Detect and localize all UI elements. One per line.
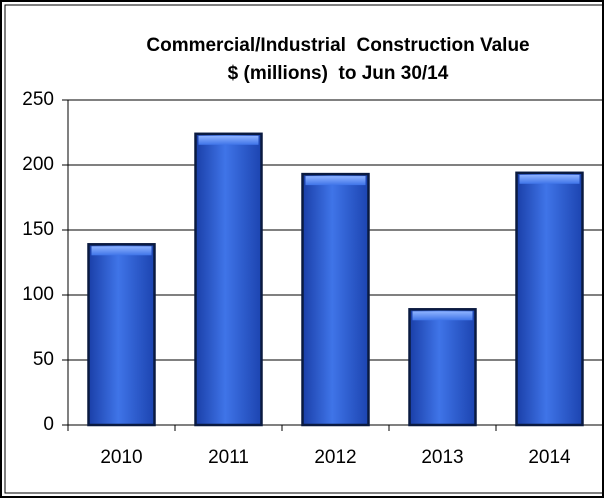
inner-border bbox=[4, 4, 604, 494]
y-tick-label: 200 bbox=[22, 154, 54, 175]
y-tick-label: 50 bbox=[33, 349, 54, 370]
bar-highlight bbox=[305, 176, 366, 186]
chart-title: Commercial/Industrial Construction Value bbox=[146, 35, 529, 56]
bar bbox=[194, 132, 263, 427]
x-tick-label: 2012 bbox=[314, 447, 356, 468]
bar bbox=[408, 308, 477, 427]
x-tick-label: 2013 bbox=[421, 447, 463, 468]
bar-highlight bbox=[519, 174, 580, 184]
bar bbox=[301, 172, 370, 427]
y-tick-label: 0 bbox=[43, 414, 54, 435]
bar-highlight bbox=[412, 311, 473, 321]
x-tick-label: 2011 bbox=[208, 447, 249, 468]
y-tick-label: 250 bbox=[22, 89, 54, 110]
bar bbox=[87, 243, 156, 427]
bar-highlight bbox=[198, 135, 259, 145]
bar bbox=[515, 171, 584, 427]
chart-subtitle: $ (millions) to Jun 30/14 bbox=[228, 63, 449, 84]
x-tick-label: 2014 bbox=[528, 447, 571, 468]
y-tick-label: 150 bbox=[22, 219, 54, 240]
y-tick-label: 100 bbox=[22, 284, 54, 305]
x-tick-label: 2010 bbox=[100, 447, 142, 468]
bar-highlight bbox=[91, 246, 152, 256]
